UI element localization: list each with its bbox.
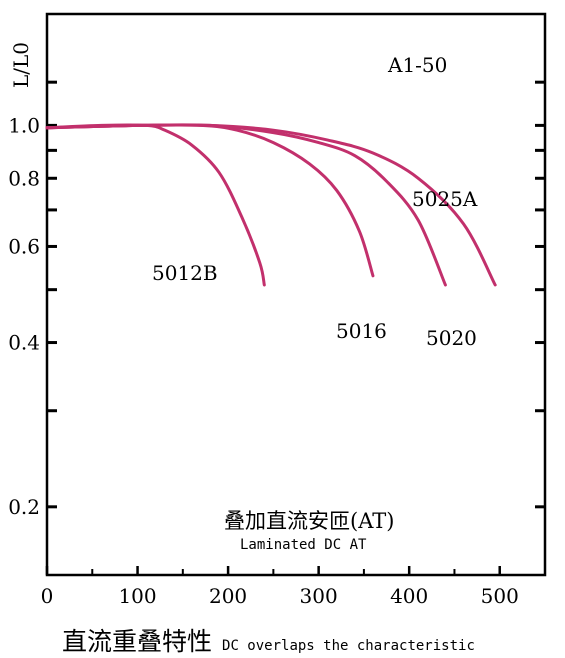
y-ticks: 0.2 0.4 0.6 0.8 1.0 xyxy=(8,80,545,519)
y-axis-label: L/L0 xyxy=(9,42,33,88)
x-ticks: 0 100 200 300 400 500 xyxy=(41,566,519,608)
x-tick-label: 100 xyxy=(118,584,156,608)
x-tick-label: 500 xyxy=(481,584,519,608)
series-line-5025a xyxy=(45,123,497,287)
series-line-5020 xyxy=(45,123,447,287)
x-axis-label: 叠加直流安匝(AT) xyxy=(224,509,394,533)
series-label-5025a: 5025A xyxy=(412,187,478,211)
y-tick-label: 0.2 xyxy=(8,495,40,519)
x-axis-label-en: Laminated DC AT xyxy=(240,537,367,553)
series-label-5020: 5020 xyxy=(426,326,477,350)
x-tick-label: 400 xyxy=(390,584,428,608)
plot-frame xyxy=(45,12,547,577)
bottom-title: 直流重叠特性 DC overlaps the characteristic xyxy=(62,622,475,658)
y-tick-label: 0.4 xyxy=(8,331,40,355)
y-tick-label: 0.6 xyxy=(8,234,40,258)
x-tick-label: 0 xyxy=(41,584,54,608)
y-tick-label: 0.8 xyxy=(8,166,40,190)
bottom-title-en: DC overlaps the characteristic xyxy=(222,638,475,654)
chart-title: A1-50 xyxy=(387,53,447,77)
series-labels: 5012B 5016 5020 5025A xyxy=(152,187,478,350)
series-layer xyxy=(45,123,497,287)
bottom-title-cn: 直流重叠特性 xyxy=(62,627,213,656)
x-tick-label: 200 xyxy=(209,584,247,608)
chart: 0.20.40.60.81.0 0 100 200 300 400 500 5012B50… xyxy=(8,12,547,608)
y-tick-label: 1.0 xyxy=(8,113,40,137)
series-label-5012b: 5012B xyxy=(152,261,218,285)
x-tick-label: 300 xyxy=(300,584,338,608)
series-line-5016 xyxy=(45,123,375,278)
series-label-5016: 5016 xyxy=(336,319,387,343)
